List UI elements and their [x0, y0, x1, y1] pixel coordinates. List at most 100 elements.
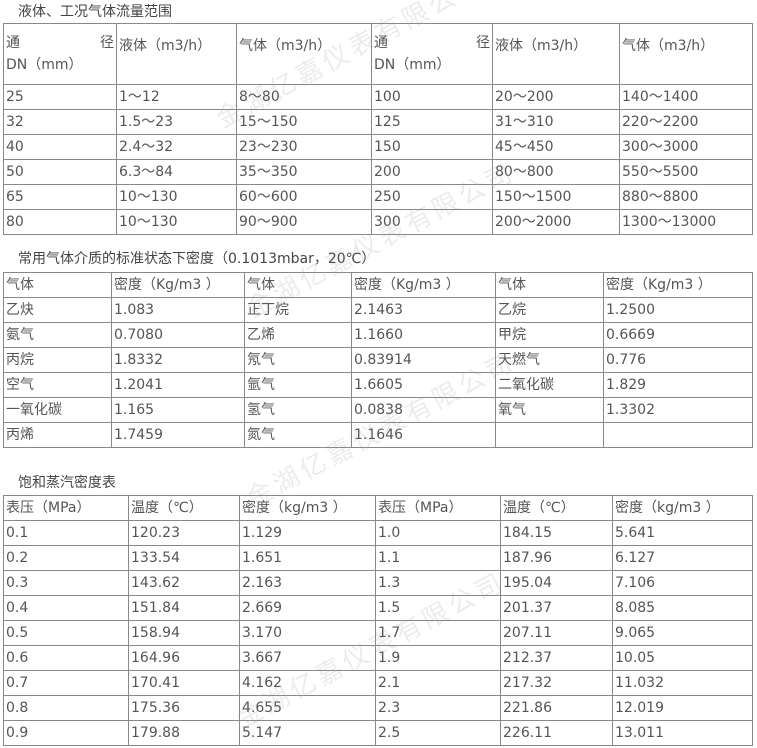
- table-cell: 2.4～32: [116, 134, 237, 160]
- table-row: 0.2 133.54 1.651 1.1 187.96 6.127: [3, 545, 753, 571]
- header-dn-top-left: 通: [374, 35, 388, 51]
- table-cell: 212.37: [500, 645, 613, 671]
- table-cell: 1～12: [116, 84, 237, 110]
- table-cell: 3.667: [239, 645, 376, 671]
- table-cell: 0.776: [603, 347, 753, 373]
- table-row: 乙炔 1.083 正丁烷 2.1463 乙烷 1.2500: [3, 297, 753, 323]
- table-cell: 一氧化碳: [3, 397, 112, 423]
- column-header: 温度（℃）: [500, 495, 613, 521]
- column-header: 气体: [495, 272, 604, 298]
- table-cell: 200～2000: [492, 209, 620, 235]
- header-row: 通径 DN（mm） 液体（m3/h） 气体（m3/h）通径 DN（mm） 液体（m3/h）…: [3, 23, 753, 85]
- table-cell: 151.84: [128, 595, 240, 621]
- table-cell: 13.011: [612, 720, 753, 746]
- table-cell: 1.3302: [603, 397, 753, 423]
- table-cell: 1.129: [239, 520, 376, 546]
- table-cell: 150～1500: [492, 184, 620, 210]
- table-row: 0.1 120.23 1.129 1.0 184.15 5.641: [3, 520, 753, 546]
- table-cell: 170.41: [128, 670, 240, 696]
- table-cell: 60～600: [236, 184, 372, 210]
- table-cell: 1.3: [375, 570, 501, 596]
- table-row: 0.8 175.36 4.655 2.3 221.86 12.019: [3, 695, 753, 721]
- table-cell: 1.5～23: [116, 109, 237, 135]
- table-cell: 氧气: [495, 397, 604, 423]
- table-cell: 10～130: [116, 184, 237, 210]
- table-cell: 1.9: [375, 645, 501, 671]
- table-cell: 175.36: [128, 695, 240, 721]
- table-cell: 200: [371, 159, 493, 185]
- header-dn: 通 径 DN（mm）: [371, 23, 493, 85]
- table-cell: 1.165: [111, 397, 245, 423]
- table-cell: 207.11: [500, 620, 613, 646]
- table-cell: 1300～13000: [619, 209, 753, 235]
- table-cell: 65: [3, 184, 117, 210]
- table-cell: 125: [371, 109, 493, 135]
- table-cell: 220～2200: [619, 109, 753, 135]
- table-cell: 550～5500: [619, 159, 753, 185]
- table-cell: 1.0: [375, 520, 501, 546]
- table-cell: 184.15: [500, 520, 613, 546]
- header-gas: 气体（m3/h）: [236, 23, 372, 85]
- table-cell: 217.32: [500, 670, 613, 696]
- table-cell: 179.88: [128, 720, 240, 746]
- header-dn-top-right: 径: [100, 35, 114, 51]
- table-cell: 80: [3, 209, 117, 235]
- table-cell: 10～130: [116, 209, 237, 235]
- header-dn-top-right: 径: [476, 35, 490, 51]
- table-cell: 9.065: [612, 620, 753, 646]
- table-cell: 天燃气: [495, 347, 604, 373]
- flow-range-title: 液体、工况气体流量范围: [18, 4, 172, 20]
- table-cell: 880～8800: [619, 184, 753, 210]
- column-header: 密度（Kg/m3 ）: [111, 272, 245, 298]
- table-cell: 0.9: [3, 720, 129, 746]
- table-cell: 140～1400: [619, 84, 753, 110]
- table-cell: [603, 422, 753, 448]
- table-cell: 90～900: [236, 209, 372, 235]
- table-cell: 150: [371, 134, 493, 160]
- table-cell: 1.5: [375, 595, 501, 621]
- table-cell: 221.86: [500, 695, 613, 721]
- table-cell: 226.11: [500, 720, 613, 746]
- table-cell: 1.651: [239, 545, 376, 571]
- table-row: 0.3 143.62 2.163 1.3 195.04 7.106: [3, 570, 753, 596]
- table-cell: 氨气: [3, 322, 112, 348]
- table-cell: 5.641: [612, 520, 753, 546]
- column-header: 气体: [244, 272, 352, 298]
- column-header: 密度（Kg/m3 ）: [351, 272, 496, 298]
- steam-density-title: 饱和蒸汽密度表: [18, 475, 116, 491]
- table-cell: 乙炔: [3, 297, 112, 323]
- table-cell: 250: [371, 184, 493, 210]
- table-cell: 0.2: [3, 545, 129, 571]
- table-cell: 0.5: [3, 620, 129, 646]
- column-header: 密度（kg/m3 ）: [239, 495, 376, 521]
- table-cell: 2.163: [239, 570, 376, 596]
- table-cell: 8.085: [612, 595, 753, 621]
- table-cell: 氖气: [244, 347, 352, 373]
- table-cell: 氢气: [244, 397, 352, 423]
- table-cell: 4.162: [239, 670, 376, 696]
- gas-density-table: 气体 密度（Kg/m3 ）气体 密度（Kg/m3 ）气体 密度（Kg/m3 ）乙炔 1.…: [3, 272, 753, 448]
- table-cell: 100: [371, 84, 493, 110]
- table-cell: 2.669: [239, 595, 376, 621]
- table-cell: 二氧化碳: [495, 372, 604, 398]
- table-row: 65 10～130 60～600 250 150～1500 880～8800: [3, 184, 753, 210]
- table-cell: 1.1646: [351, 422, 496, 448]
- column-header: 密度（kg/m3 ）: [612, 495, 753, 521]
- table-cell: 丙烯: [3, 422, 112, 448]
- table-cell: 120.23: [128, 520, 240, 546]
- table-cell: 1.1660: [351, 322, 496, 348]
- table-cell: 2.5: [375, 720, 501, 746]
- table-cell: 1.8332: [111, 347, 245, 373]
- gas-density-title: 常用气体介质的标准状态下密度（0.1013mbar，20℃）: [18, 251, 376, 267]
- table-cell: 乙烷: [495, 297, 604, 323]
- steam-density-table: 表压（MPa） 温度（℃） 密度（kg/m3 ）表压（MPa） 温度（℃） 密度（kg/…: [3, 495, 753, 746]
- table-row: 丙烷 1.8332 氖气 0.83914 天燃气 0.776: [3, 347, 753, 373]
- table-cell: 正丁烷: [244, 297, 352, 323]
- table-cell: 35～350: [236, 159, 372, 185]
- header-dn-top-left: 通: [6, 35, 20, 51]
- table-cell: 201.37: [500, 595, 613, 621]
- table-cell: 1.1: [375, 545, 501, 571]
- column-header: 温度（℃）: [128, 495, 240, 521]
- column-header: 气体: [3, 272, 112, 298]
- table-cell: 31～310: [492, 109, 620, 135]
